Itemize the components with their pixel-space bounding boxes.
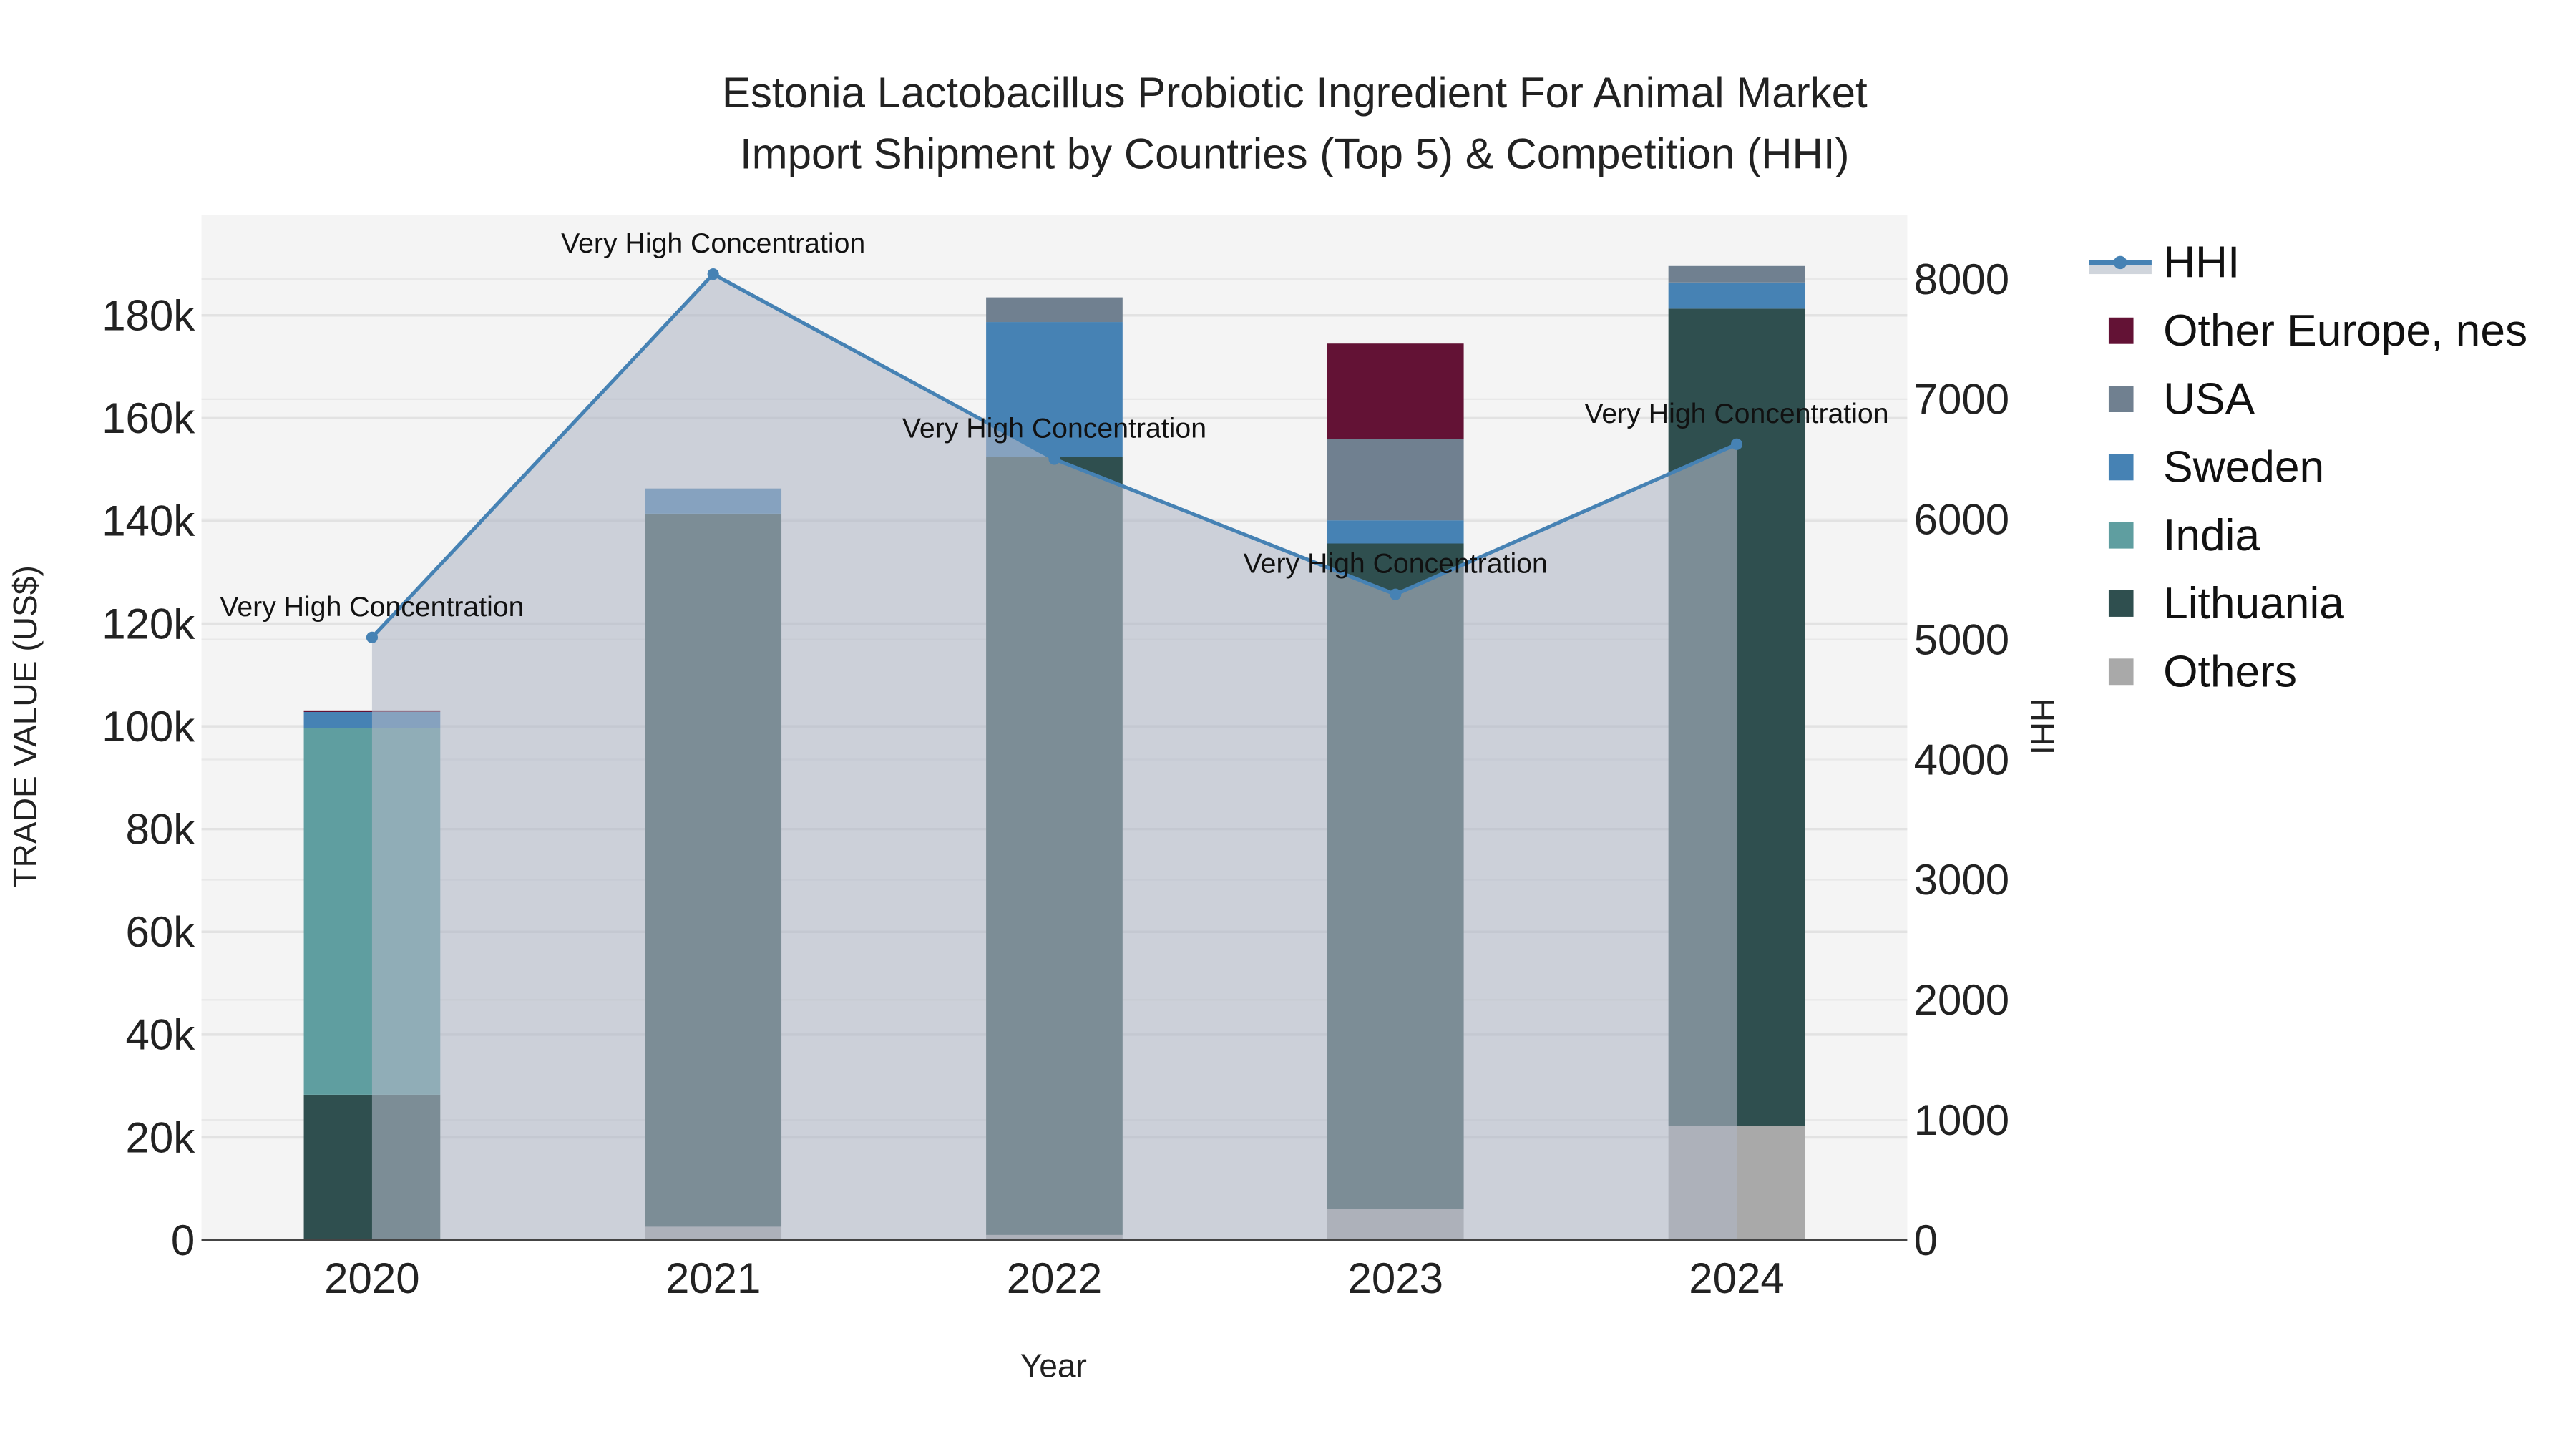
legend: HHI Other Europe, nes USA Sweden India Lithua…	[2089, 238, 2527, 697]
x-tick-label: 2024	[1689, 1254, 1784, 1302]
hhi-annotation: Very High Concentration	[561, 228, 865, 259]
legend-swatch	[2108, 658, 2134, 686]
x-tick-label: 2021	[665, 1254, 761, 1302]
bar-other-europe-nes-2020	[303, 710, 441, 712]
hhi-point-2024	[1730, 438, 1743, 450]
legend-label: India	[2163, 511, 2260, 560]
legend-label: USA	[2163, 374, 2255, 424]
hhi-point-2023	[1390, 588, 1402, 600]
hhi-annotation: Very High Concentration	[902, 412, 1206, 444]
hhi-area	[371, 274, 1737, 1241]
x-tick-label: 2020	[324, 1254, 419, 1302]
y2-axis-label: HHI	[2024, 698, 2061, 755]
y-tick-label: 180k	[102, 291, 195, 339]
hhi-point-2021	[707, 268, 719, 280]
bar-usa-2023	[1327, 439, 1464, 521]
legend-swatch	[2108, 454, 2134, 481]
legend-label: Others	[2163, 648, 2297, 697]
legend-label: Sweden	[2163, 443, 2324, 492]
hhi-annotation: Very High Concentration	[220, 591, 524, 623]
hhi-point-2020	[366, 631, 378, 643]
y-tick-label: 60k	[126, 908, 196, 956]
y-tick-label: 40k	[126, 1011, 196, 1059]
legend-label: HHI	[2163, 238, 2240, 288]
bar-sweden-2023	[1327, 520, 1464, 544]
legend-swatch	[2108, 522, 2134, 549]
bar-other-europe-nes-2023	[1327, 343, 1464, 439]
y2-tick-label: 4000	[1914, 736, 2009, 784]
y-tick-label: 80k	[126, 805, 196, 853]
legend-swatch	[2108, 386, 2134, 412]
y-axis-ticks: 0 20k 40k 60k 80k 100k 120k 140k 160k 180k	[102, 291, 195, 1264]
bar-sweden-2024	[1668, 282, 1805, 309]
y-axis-label: TRADE VALUE (US$)	[6, 565, 44, 887]
y2-tick-label: 2000	[1914, 976, 2009, 1024]
y2-tick-label: 1000	[1914, 1096, 2009, 1144]
y2-tick-label: 6000	[1914, 496, 2009, 544]
legend-swatch-hhi-marker	[2113, 255, 2127, 270]
hhi-annotation: Very High Concentration	[1244, 548, 1548, 580]
x-tick-label: 2022	[1007, 1254, 1102, 1302]
hhi-series: Very High Concentration Very High Concent…	[220, 228, 1889, 1241]
y-tick-label: 0	[171, 1216, 195, 1264]
y2-tick-label: 8000	[1914, 255, 2009, 303]
y2-tick-label: 3000	[1914, 856, 2009, 904]
legend-label: Other Europe, nes	[2163, 306, 2527, 356]
y-tick-label: 20k	[126, 1113, 196, 1161]
legend-swatch	[2108, 590, 2134, 617]
y-tick-label: 160k	[102, 394, 195, 442]
y2-tick-label: 5000	[1914, 615, 2009, 663]
y2-tick-label: 0	[1914, 1216, 1938, 1264]
x-tick-label: 2023	[1347, 1254, 1443, 1302]
legend-swatch	[2108, 317, 2134, 344]
y-tick-label: 140k	[102, 497, 195, 545]
x-axis-label: Year	[1020, 1347, 1087, 1385]
hhi-annotation: Very High Concentration	[1584, 398, 1888, 429]
y2-tick-label: 7000	[1914, 376, 2009, 424]
chart-title-line2: Import Shipment by Countries (Top 5) & C…	[740, 130, 1850, 177]
x-axis-ticks: 2020 2021 2022 2023 2024	[324, 1254, 1785, 1302]
legend-label: Lithuania	[2163, 579, 2344, 628]
y-tick-label: 100k	[102, 703, 195, 751]
hhi-point-2022	[1048, 453, 1060, 465]
y-tick-label: 120k	[102, 600, 195, 648]
chart-title-line1: Estonia Lactobacillus Probiotic Ingredie…	[722, 69, 1868, 117]
bar-usa-2022	[986, 297, 1123, 323]
bar-usa-2024	[1668, 265, 1805, 283]
y2-axis-ticks: 0 1000 2000 3000 4000 5000 6000 7000 8000	[1914, 255, 2009, 1264]
